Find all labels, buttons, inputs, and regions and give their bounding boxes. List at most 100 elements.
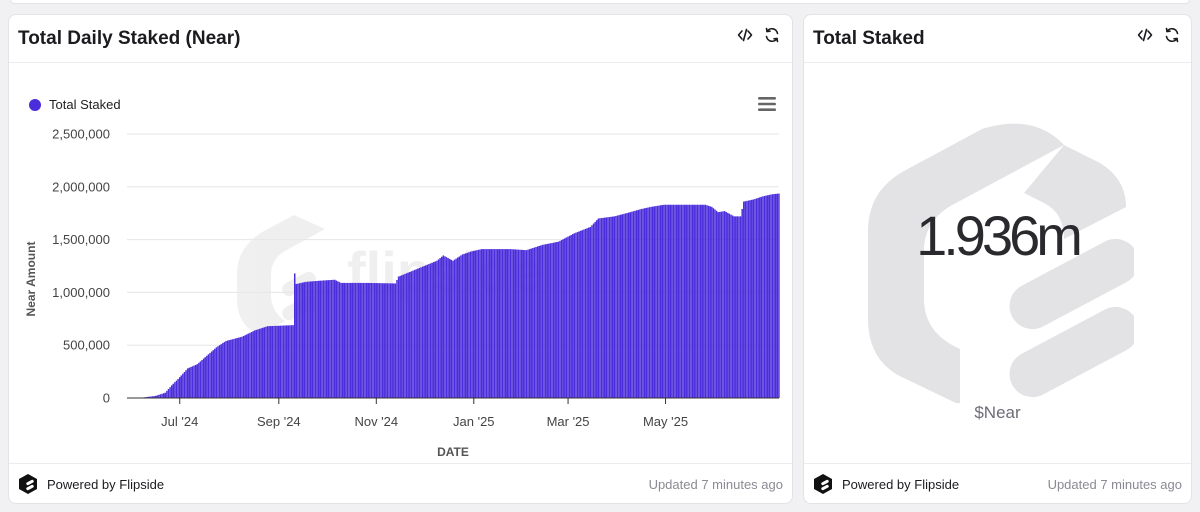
bar: [460, 255, 462, 398]
chart-legend-item[interactable]: Total Staked: [29, 97, 121, 112]
bar: [273, 325, 275, 398]
bar: [444, 256, 446, 398]
bar: [466, 252, 469, 398]
bar: [519, 249, 521, 398]
bar: [417, 268, 419, 398]
bar: [324, 280, 326, 398]
bar: [365, 282, 368, 398]
header-actions: [1137, 27, 1180, 43]
y-tick-label: 2,500,000: [52, 127, 110, 142]
bar: [222, 343, 224, 398]
bar: [282, 325, 285, 398]
bar: [658, 205, 660, 398]
refresh-icon[interactable]: [764, 27, 780, 43]
bar: [250, 332, 253, 398]
staked-bar-chart: flipside 0500,0001,000,0001,500,0002,000…: [24, 127, 780, 459]
y-tick-label: 500,000: [63, 338, 110, 353]
bar: [735, 216, 737, 398]
bar: [675, 204, 678, 398]
header-actions: [737, 27, 780, 43]
bar: [506, 249, 508, 398]
bar: [439, 258, 441, 398]
bar: [680, 204, 683, 398]
bar: [297, 283, 299, 398]
bar: [688, 204, 691, 398]
code-icon[interactable]: [1137, 27, 1153, 43]
bar: [669, 204, 671, 398]
bar: [567, 236, 569, 398]
bar: [642, 208, 644, 398]
powered-by-link[interactable]: Powered by Flipside: [812, 473, 959, 495]
bar: [249, 332, 251, 398]
bar: [712, 208, 715, 398]
powered-by-link[interactable]: Powered by Flipside: [17, 473, 164, 495]
bar: [504, 249, 507, 398]
bar: [386, 283, 389, 398]
card-title: Total Staked: [813, 28, 925, 49]
bar: [418, 267, 421, 398]
bar: [651, 206, 654, 398]
bar: [346, 282, 349, 398]
hamburger-icon[interactable]: [758, 96, 776, 112]
bar: [399, 275, 401, 398]
bar: [565, 237, 568, 398]
bar: [591, 225, 593, 398]
x-tick-label: Nov '24: [354, 414, 398, 429]
bar: [629, 212, 632, 398]
top-panel-edge: [10, 0, 1190, 4]
bar: [311, 281, 314, 398]
card-footer: Powered by Flipside Updated 7 minutes ag…: [9, 463, 792, 503]
bar: [356, 282, 358, 398]
bar: [623, 213, 625, 398]
axes: 0 500,000 1,000,000 1,500,000 2,000,000 2,500…: [52, 127, 779, 429]
bar: [258, 328, 261, 398]
bar: [771, 194, 774, 398]
bar: [776, 193, 779, 398]
bar: [298, 283, 301, 398]
bar: [330, 279, 333, 398]
bar: [530, 248, 532, 398]
bar: [314, 281, 317, 398]
bar: [536, 246, 539, 398]
bar: [389, 283, 392, 398]
card-header: Total Staked: [804, 15, 1191, 63]
updated-timestamp: Updated 7 minutes ago: [648, 477, 783, 492]
bar: [194, 364, 197, 398]
bar: [172, 383, 175, 398]
bar: [767, 195, 769, 398]
code-icon[interactable]: [737, 27, 753, 43]
bar: [498, 249, 501, 398]
bar: [383, 283, 385, 398]
bar: [586, 228, 588, 398]
bar: [166, 390, 168, 398]
bar: [175, 380, 178, 398]
bar: [378, 283, 381, 398]
bar: [357, 282, 360, 398]
bar: [349, 282, 352, 398]
bar: [685, 204, 687, 398]
bar: [487, 249, 489, 398]
bar: [492, 249, 494, 398]
bar: [196, 364, 198, 398]
bar: [589, 226, 592, 398]
bar: [150, 396, 152, 398]
bar: [503, 249, 505, 398]
bar: [659, 205, 662, 398]
bar: [743, 201, 745, 398]
bar: [723, 211, 726, 398]
bar: [599, 218, 601, 398]
bar: [174, 382, 176, 398]
bar: [600, 218, 603, 398]
bar: [445, 257, 448, 398]
x-axis-label: DATE: [437, 445, 469, 459]
bar: [674, 204, 676, 398]
bar: [703, 204, 705, 398]
refresh-icon[interactable]: [1164, 27, 1180, 43]
bar: [447, 258, 449, 398]
bar: [306, 281, 309, 398]
bar: [632, 211, 635, 398]
bar: [206, 355, 208, 398]
bar: [552, 242, 555, 398]
bar: [373, 283, 376, 398]
bar: [754, 198, 756, 398]
